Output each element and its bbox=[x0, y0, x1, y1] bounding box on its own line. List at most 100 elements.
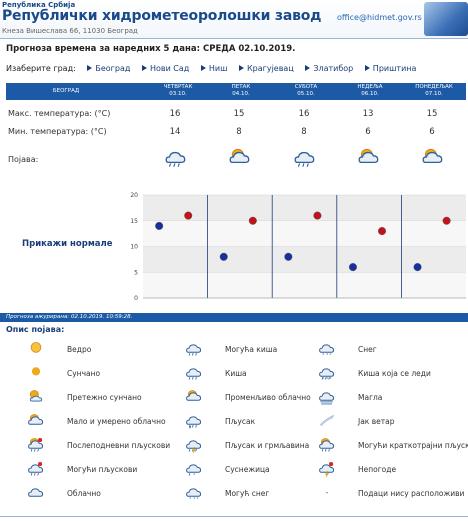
chart-band bbox=[143, 272, 466, 298]
snow-icon: * * * bbox=[316, 340, 338, 358]
phenomenon-description-label: Ведро bbox=[67, 345, 92, 354]
max-temp-point bbox=[378, 227, 387, 236]
partly-cloudy-icon bbox=[354, 146, 384, 170]
email-link[interactable]: office@hidmet.gov.rs bbox=[337, 13, 422, 22]
phenomenon-description-label: Могући краткотрајни пљускови bbox=[358, 441, 468, 450]
arrow-right-icon bbox=[200, 65, 206, 71]
shower-icon bbox=[183, 412, 205, 430]
site-address: Кнеза Вишеслава 66, 11030 Београд bbox=[2, 27, 138, 35]
min-temp-value: 6 bbox=[429, 127, 435, 137]
footer-divider bbox=[0, 516, 468, 517]
clear-sun-icon bbox=[25, 340, 47, 358]
phenomenon-description-label: Променљиво облачно bbox=[225, 393, 311, 402]
min-temp-point bbox=[413, 263, 422, 272]
city-header: БЕОГРАД bbox=[52, 88, 80, 94]
afternoon-showers-icon bbox=[25, 436, 47, 454]
y-tick-label: 15 bbox=[130, 218, 138, 225]
site-title[interactable]: Републички хидрометеоролошки завод bbox=[2, 8, 322, 24]
phenomenon-label: Појава: bbox=[8, 155, 39, 164]
min-temp-label: Мин. температура: (°C) bbox=[8, 127, 107, 136]
freezing-rain-icon: * * * bbox=[316, 364, 338, 382]
min-temp-point bbox=[219, 252, 228, 261]
y-tick-label: 5 bbox=[134, 269, 138, 276]
svg-text:*: * bbox=[196, 496, 198, 501]
site-header: Република Србија Републички хидрометеоро… bbox=[0, 0, 468, 38]
min-temp-point bbox=[284, 252, 293, 261]
chart-band bbox=[143, 195, 466, 221]
arrow-right-icon bbox=[87, 65, 93, 71]
updated-bar: Прогноза ажурирана: 02.10.2019. 10:59:28… bbox=[0, 313, 468, 322]
phenomenon-description-label: Сунчано bbox=[67, 369, 101, 378]
city-link-pristina[interactable]: Приштина bbox=[364, 64, 416, 73]
svg-text:*: * bbox=[193, 496, 195, 501]
partly-cloudy-icon bbox=[225, 146, 255, 170]
rain-icon bbox=[183, 364, 205, 382]
y-tick-label: 20 bbox=[130, 192, 138, 199]
phenomenon-description-label: Киша која се леди bbox=[358, 369, 431, 378]
possible-snow-icon: * * * bbox=[183, 484, 205, 502]
max-temp-value: 13 bbox=[362, 109, 374, 119]
storm-icon bbox=[316, 460, 338, 478]
day-header: НЕДЕЉА 06.10. bbox=[357, 84, 383, 97]
day-header: ПЕТАК 04.10. bbox=[231, 84, 251, 97]
chart-band bbox=[143, 220, 466, 247]
city-link-beograd[interactable]: Београд bbox=[87, 64, 130, 73]
phenomenon-description-label: Подаци нису расположиви bbox=[358, 489, 465, 498]
show-normals-link[interactable]: Прикажи нормале bbox=[22, 239, 113, 249]
phenomenon-description-label: Јак ветар bbox=[358, 417, 395, 426]
description-title: Опис појава: bbox=[6, 325, 65, 334]
y-tick-label: 0 bbox=[134, 295, 138, 302]
max-temp-point bbox=[313, 211, 322, 220]
city-link-novi-sad[interactable]: Нови Сад bbox=[141, 64, 189, 73]
page-title: Прогноза времена за наредних 5 дана: СРЕ… bbox=[6, 44, 296, 54]
svg-text:*: * bbox=[326, 352, 328, 357]
republic-label: Република Србија bbox=[2, 1, 76, 9]
min-temp-point bbox=[155, 221, 164, 230]
brief-showers-icon bbox=[316, 436, 338, 454]
svg-text:*: * bbox=[322, 376, 324, 381]
divider bbox=[0, 38, 468, 39]
max-temp-value: 15 bbox=[233, 109, 245, 119]
cloudy-icon bbox=[25, 484, 47, 502]
day-header: СУБОТА 05.10. bbox=[294, 84, 318, 97]
phenomenon-description-label: Магла bbox=[358, 393, 383, 402]
variable-cloudy-icon bbox=[183, 388, 205, 406]
min-temp-point bbox=[348, 263, 357, 272]
phenomenon-description-label: Непогоде bbox=[358, 465, 397, 474]
svg-text:*: * bbox=[193, 472, 195, 477]
forecast-table-header: БЕОГРАД ЧЕТВРТАК 03.10. ПЕТАК 04.10. СУБОТ… bbox=[6, 83, 466, 100]
phenomenon-description-label: Могући пљускови bbox=[67, 465, 138, 474]
y-tick-label: 10 bbox=[130, 244, 138, 251]
dash-icon: - bbox=[325, 488, 329, 497]
phenomenon-description-label: Послеподневни пљускови bbox=[67, 441, 171, 450]
min-temp-value: 14 bbox=[169, 127, 181, 137]
phenomenon-description-label: Пљусак bbox=[225, 417, 256, 426]
min-temp-value: 8 bbox=[301, 127, 307, 137]
phenomenon-description-label: Суснежица bbox=[225, 465, 270, 474]
city-link-kragujevac[interactable]: Крагујевац bbox=[238, 64, 294, 73]
max-temp-value: 16 bbox=[298, 109, 310, 119]
city-link-nis[interactable]: Ниш bbox=[200, 64, 227, 73]
arrow-right-icon bbox=[364, 65, 370, 71]
max-temp-value: 15 bbox=[426, 109, 438, 119]
mostly-sunny-icon bbox=[25, 388, 47, 406]
rain-icon bbox=[290, 146, 320, 170]
strong-wind-icon bbox=[316, 412, 338, 430]
svg-text:*: * bbox=[322, 352, 324, 357]
phenomenon-description-label: Облачно bbox=[67, 489, 101, 498]
fog-icon bbox=[316, 388, 338, 406]
possible-showers-icon bbox=[25, 460, 47, 478]
max-temp-value: 16 bbox=[169, 109, 181, 119]
day-header: ПОНЕДЕЉАК 07.10. bbox=[415, 84, 453, 97]
svg-text:*: * bbox=[329, 376, 331, 381]
min-temp-value: 6 bbox=[365, 127, 371, 137]
phenomenon-description-label: Мало и умерено облачно bbox=[67, 417, 166, 426]
partly-cloudy-icon bbox=[25, 412, 47, 430]
min-temp-value: 8 bbox=[236, 127, 242, 137]
phenomenon-description-label: Снег bbox=[358, 345, 377, 354]
arrow-right-icon bbox=[141, 65, 147, 71]
city-link-zlatibor[interactable]: Златибор bbox=[305, 64, 353, 73]
arrow-right-icon bbox=[238, 65, 244, 71]
arrow-right-icon bbox=[305, 65, 311, 71]
